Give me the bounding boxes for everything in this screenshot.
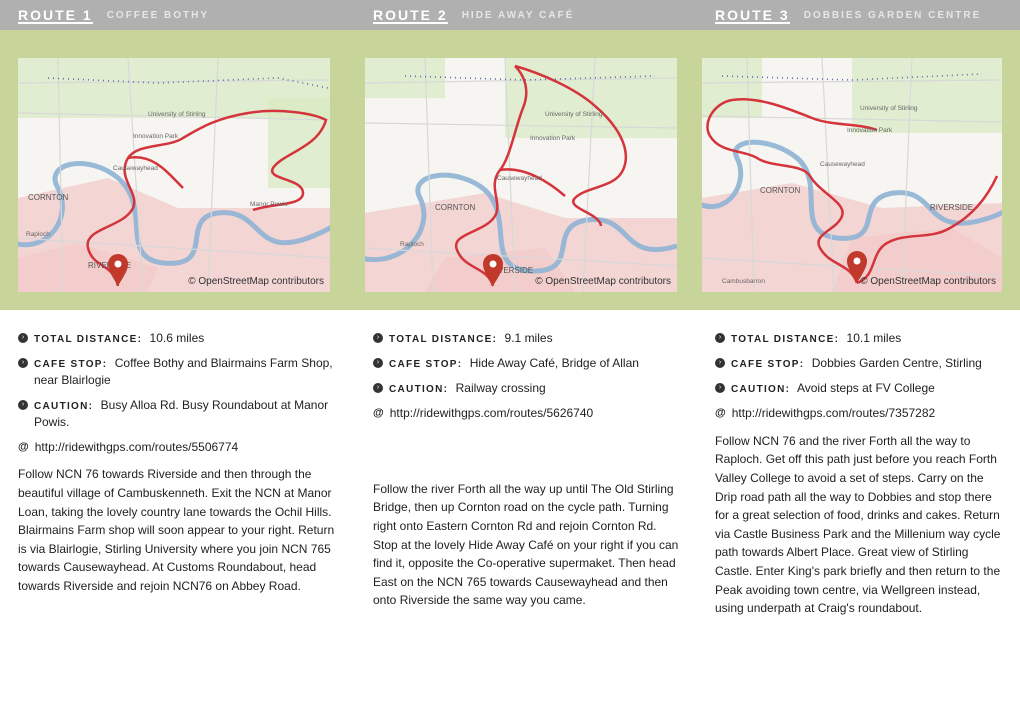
route-1-number: ROUTE 1 bbox=[18, 7, 93, 24]
route-2-number: ROUTE 2 bbox=[373, 7, 448, 24]
svg-text:Causewayhead: Causewayhead bbox=[820, 161, 865, 168]
header-route-3: ROUTE 3 DOBBIES GARDEN CENTRE bbox=[697, 0, 1020, 30]
at-icon: @ bbox=[715, 406, 726, 421]
svg-text:Innovation Park: Innovation Park bbox=[133, 133, 179, 140]
distance-line: › TOTAL DISTANCE: 10.1 miles bbox=[715, 330, 1004, 347]
cafe-line: › CAFE STOP: Dobbies Garden Centre, Stir… bbox=[715, 355, 1004, 372]
map-3: CORNTON RIVERSIDE Causewayhead Universit… bbox=[702, 58, 1002, 292]
svg-text:Manor Powis: Manor Powis bbox=[250, 201, 288, 208]
route-3-name: DOBBIES GARDEN CENTRE bbox=[804, 10, 982, 21]
details-route-3: › TOTAL DISTANCE: 10.1 miles › CAFE STOP… bbox=[697, 330, 1020, 618]
bullet-icon: › bbox=[715, 333, 725, 343]
distance-line: › TOTAL DISTANCE: 10.6 miles bbox=[18, 330, 339, 347]
map-cell-3: CORNTON RIVERSIDE Causewayhead Universit… bbox=[697, 58, 1020, 292]
distance-line: › TOTAL DISTANCE: 9.1 miles bbox=[373, 330, 681, 347]
route-1-description: Follow NCN 76 towards Riverside and then… bbox=[18, 465, 339, 595]
caution-line: › CAUTION: Avoid steps at FV College bbox=[715, 380, 1004, 397]
svg-text:University of Stirling: University of Stirling bbox=[148, 111, 206, 118]
map-cell-1: CORNTON Raploch RIVERSIDE Causewayhead U… bbox=[0, 58, 355, 292]
svg-text:Innovation Park: Innovation Park bbox=[530, 135, 576, 142]
svg-text:University of Stirling: University of Stirling bbox=[545, 111, 603, 118]
caution-line: › CAUTION: Railway crossing bbox=[373, 380, 681, 397]
route-3-url[interactable]: http://ridewithgps.com/routes/7357282 bbox=[732, 405, 935, 422]
svg-text:CORNTON: CORNTON bbox=[760, 186, 801, 195]
bullet-icon: › bbox=[373, 383, 383, 393]
header-bar: ROUTE 1 COFFEE BOTHY ROUTE 2 HIDE AWAY C… bbox=[0, 0, 1020, 30]
header-route-1: ROUTE 1 COFFEE BOTHY bbox=[0, 0, 355, 30]
url-line: @ http://ridewithgps.com/routes/5626740 bbox=[373, 405, 681, 422]
svg-text:Innovation Park: Innovation Park bbox=[847, 127, 893, 134]
pointer-icon bbox=[395, 292, 411, 301]
url-line: @ http://ridewithgps.com/routes/7357282 bbox=[715, 405, 1004, 422]
route-2-description: Follow the river Forth all the way up un… bbox=[373, 480, 681, 610]
bullet-icon: › bbox=[715, 358, 725, 368]
bullet-icon: › bbox=[18, 333, 28, 343]
maps-row: CORNTON Raploch RIVERSIDE Causewayhead U… bbox=[0, 30, 1020, 310]
map-1: CORNTON Raploch RIVERSIDE Causewayhead U… bbox=[18, 58, 330, 292]
map-cell-2: CORNTON Raploch RIVERSIDE Causewayhead U… bbox=[355, 58, 697, 292]
svg-text:Raploch: Raploch bbox=[26, 231, 50, 238]
svg-text:Raploch: Raploch bbox=[400, 241, 424, 248]
details-route-2: › TOTAL DISTANCE: 9.1 miles › CAFE STOP:… bbox=[355, 330, 697, 618]
url-line: @ http://ridewithgps.com/routes/5506774 bbox=[18, 439, 339, 456]
at-icon: @ bbox=[373, 406, 384, 421]
bullet-icon: › bbox=[18, 400, 28, 410]
pointer-icon bbox=[737, 292, 753, 301]
header-route-2: ROUTE 2 HIDE AWAY CAFÉ bbox=[355, 0, 697, 30]
route-2-name: HIDE AWAY CAFÉ bbox=[462, 10, 575, 21]
map-2: CORNTON Raploch RIVERSIDE Causewayhead U… bbox=[365, 58, 677, 292]
svg-text:RIVERSIDE: RIVERSIDE bbox=[930, 203, 973, 212]
map-3-attribution: © OpenStreetMap contributors bbox=[858, 275, 998, 288]
caution-line: › CAUTION: Busy Alloa Rd. Busy Roundabou… bbox=[18, 397, 339, 431]
route-3-number: ROUTE 3 bbox=[715, 7, 790, 24]
at-icon: @ bbox=[18, 440, 29, 455]
cafe-line: › CAFE STOP: Coffee Bothy and Blairmains… bbox=[18, 355, 339, 389]
cafe-line: › CAFE STOP: Hide Away Café, Bridge of A… bbox=[373, 355, 681, 372]
pointer-icon bbox=[40, 292, 56, 301]
route-1-url[interactable]: http://ridewithgps.com/routes/5506774 bbox=[35, 439, 238, 456]
route-2-url[interactable]: http://ridewithgps.com/routes/5626740 bbox=[390, 405, 593, 422]
map-2-attribution: © OpenStreetMap contributors bbox=[533, 275, 673, 288]
details-route-1: › TOTAL DISTANCE: 10.6 miles › CAFE STOP… bbox=[0, 330, 355, 618]
route-3-description: Follow NCN 76 and the river Forth all th… bbox=[715, 432, 1004, 618]
bullet-icon: › bbox=[373, 333, 383, 343]
svg-text:CORNTON: CORNTON bbox=[435, 203, 476, 212]
details-row: › TOTAL DISTANCE: 10.6 miles › CAFE STOP… bbox=[0, 310, 1020, 638]
map-1-attribution: © OpenStreetMap contributors bbox=[186, 275, 326, 288]
bullet-icon: › bbox=[373, 358, 383, 368]
route-1-name: COFFEE BOTHY bbox=[107, 10, 209, 21]
bullet-icon: › bbox=[18, 358, 28, 368]
svg-text:Causewayhead: Causewayhead bbox=[497, 175, 542, 182]
svg-text:University of Stirling: University of Stirling bbox=[860, 105, 918, 112]
svg-text:Cambusbarron: Cambusbarron bbox=[722, 278, 765, 285]
svg-text:Causewayhead: Causewayhead bbox=[113, 165, 158, 172]
svg-text:CORNTON: CORNTON bbox=[28, 193, 69, 202]
bullet-icon: › bbox=[715, 383, 725, 393]
